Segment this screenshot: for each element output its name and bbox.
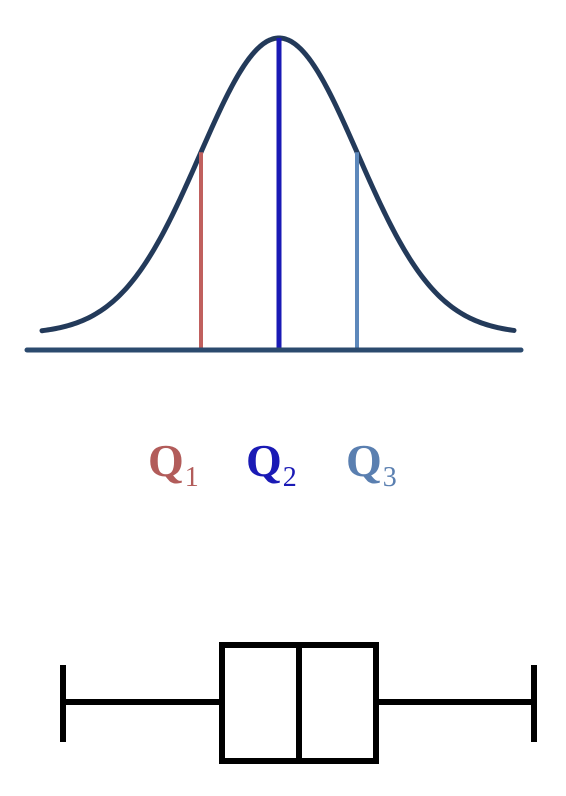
q1-label-letter: Q [148, 435, 184, 486]
box-plot [60, 642, 537, 764]
q2-label-subscript: 2 [282, 462, 297, 493]
q1-label-subscript: 1 [184, 462, 199, 493]
normal-distribution [24, 35, 524, 353]
q3-label-letter: Q [346, 435, 382, 486]
q1-label: Q1 [148, 435, 199, 492]
q2-label: Q2 [246, 435, 297, 492]
q2-label-letter: Q [246, 435, 282, 486]
q3-label: Q3 [346, 435, 397, 492]
q3-label-subscript: 3 [382, 462, 397, 493]
